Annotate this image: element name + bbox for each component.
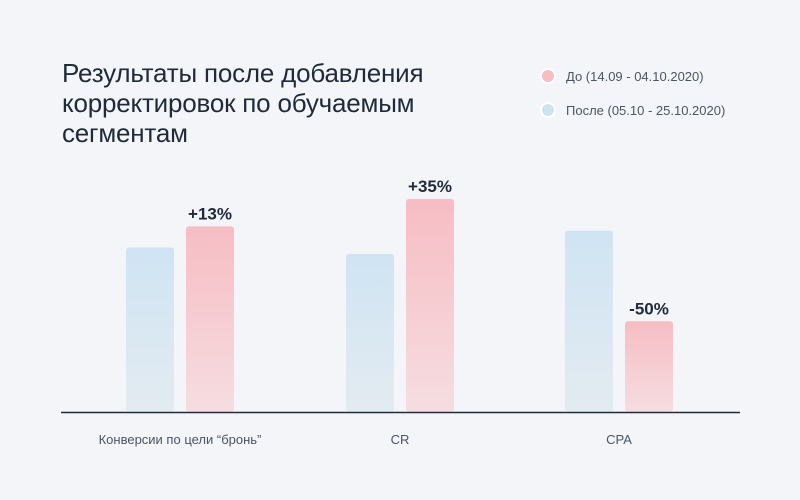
bar-after-3: [565, 230, 613, 412]
legend: До (14.09 - 04.10.2020) После (05.10 - 2…: [540, 66, 725, 134]
bar-before-3: [625, 321, 673, 412]
category-label-3: CPA: [606, 432, 632, 447]
legend-dot-after: [540, 102, 556, 118]
category-label-2: CR: [391, 432, 410, 447]
legend-dot-before: [540, 68, 556, 84]
bar-after-2: [346, 253, 394, 412]
delta-label-1: +13%: [188, 204, 232, 223]
delta-label-2: +35%: [408, 177, 452, 196]
bar-before-1: [186, 226, 234, 412]
legend-label-before: До (14.09 - 04.10.2020): [566, 68, 704, 84]
legend-item-before: До (14.09 - 04.10.2020): [540, 66, 725, 86]
chart-title: Результаты после добавления корректирово…: [62, 58, 424, 148]
bar-before-2: [406, 198, 454, 412]
bar-after-1: [126, 247, 174, 412]
labels-group: +13% Конверсии по цели “бронь” +35% CR -50% C…: [99, 177, 669, 447]
legend-item-after: После (05.10 - 25.10.2020): [540, 100, 725, 120]
legend-label-after: После (05.10 - 25.10.2020): [566, 102, 726, 118]
delta-label-3: -50%: [629, 299, 669, 318]
category-label-1: Конверсии по цели “бронь”: [99, 432, 262, 447]
bars-group: [126, 198, 673, 412]
